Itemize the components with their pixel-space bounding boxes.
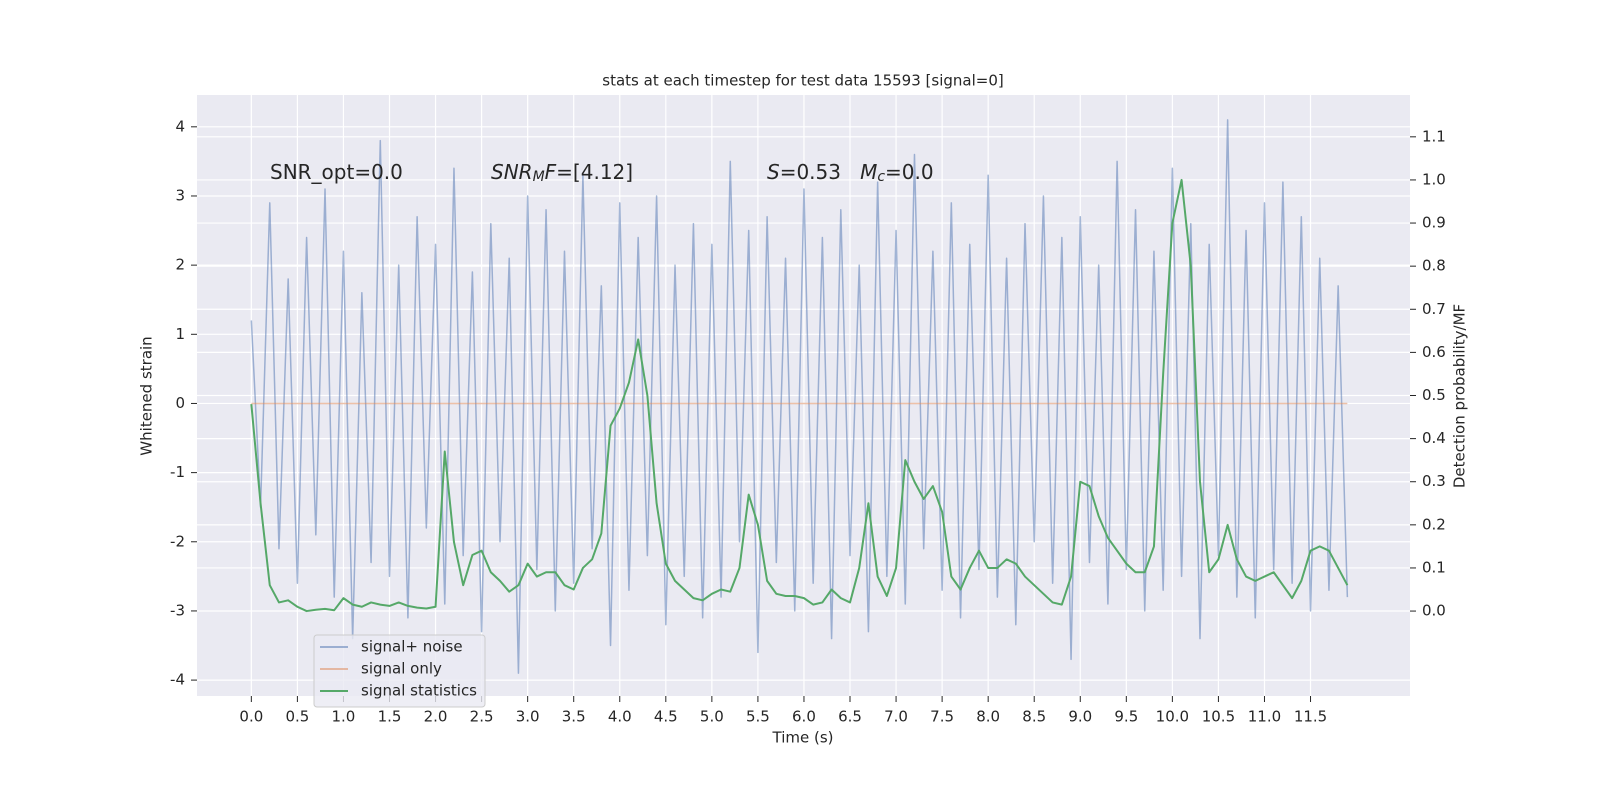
annotation-part: SNR_opt=0.0 (270, 160, 403, 184)
x-tick-label: 10.0 (1156, 708, 1189, 726)
x-tick-label: 5.5 (746, 708, 770, 726)
y2-tick-label: 0.4 (1422, 429, 1446, 447)
annotation-part: S (767, 160, 780, 184)
x-tick-label: 1.0 (332, 708, 356, 726)
x-tick-label: 0.5 (285, 708, 309, 726)
annotation: SNR_opt=0.0 (270, 160, 403, 184)
x-tick-label: 4.5 (654, 708, 678, 726)
chart-title: stats at each timestep for test data 155… (602, 72, 1003, 90)
y-axis-label: Whitened strain (138, 336, 156, 455)
y-tick-label: -4 (170, 671, 185, 689)
y-tick-label: 1 (175, 325, 185, 343)
y-tick-label: 2 (175, 256, 185, 274)
x-tick-label: 1.5 (378, 708, 402, 726)
y2-tick-label: 0.3 (1422, 472, 1446, 490)
x-tick-label: 2.5 (470, 708, 494, 726)
y-tick-label: 3 (175, 186, 185, 204)
y2-axis-label: Detection probability/MF (1451, 304, 1469, 488)
x-tick-label: 5.0 (700, 708, 724, 726)
annotation-part: c (877, 169, 885, 185)
x-tick-label: 7.5 (930, 708, 954, 726)
y2-tick-label: 1.0 (1422, 170, 1446, 188)
annotation: SNRMF=[4.12] (491, 160, 633, 186)
legend-label: signal only (361, 660, 442, 678)
x-tick-label: 3.0 (516, 708, 540, 726)
y2-tick-label: 0.1 (1422, 558, 1446, 576)
annotation-part: =[4.12] (556, 160, 633, 184)
x-tick-label: 3.5 (562, 708, 586, 726)
y-tick-label: -3 (170, 601, 185, 619)
x-tick-label: 11.0 (1248, 708, 1281, 726)
annotation-part: =0.53 (780, 160, 860, 184)
legend: signal+ noise signal only signal statistic… (313, 634, 486, 708)
y-tick-label: -2 (170, 532, 185, 550)
annotation-part: M (860, 160, 877, 184)
y2-tick-label: 0.7 (1422, 300, 1446, 318)
legend-box (313, 634, 486, 708)
legend-label: signal statistics (361, 682, 477, 700)
x-tick-label: 7.0 (884, 708, 908, 726)
x-tick-label: 6.0 (792, 708, 816, 726)
y-tick-label: -1 (170, 463, 185, 481)
x-tick-label: 11.5 (1294, 708, 1327, 726)
x-tick-label: 8.0 (976, 708, 1000, 726)
y2-tick-label: 0.5 (1422, 386, 1446, 404)
x-tick-label: 2.0 (424, 708, 448, 726)
series-line (250, 178, 1349, 613)
annotation-part: F (545, 160, 557, 184)
y-tick-label: 4 (175, 117, 185, 135)
y2-tick-label: 0.8 (1422, 257, 1446, 275)
y-tick-label: 0 (175, 394, 185, 412)
x-tick-label: 8.5 (1022, 708, 1046, 726)
legend-label: signal+ noise (361, 638, 463, 656)
y2-tick-label: 0.0 (1422, 602, 1446, 620)
x-tick-label: 10.5 (1202, 708, 1235, 726)
x-tick-label: 9.0 (1068, 708, 1092, 726)
x-tick-label: 9.5 (1114, 708, 1138, 726)
annotation-part: M (533, 169, 545, 185)
y2-tick-label: 1.1 (1422, 127, 1446, 145)
x-tick-label: 4.0 (608, 708, 632, 726)
annotation: S=0.53 Mc=0.0 (767, 160, 934, 186)
x-axis-label: Time (s) (772, 729, 834, 747)
y2-tick-label: 0.2 (1422, 515, 1446, 533)
annotation-part: =0.0 (885, 160, 934, 184)
x-tick-label: 6.5 (838, 708, 862, 726)
y2-tick-label: 0.9 (1422, 214, 1446, 232)
x-tick-label: 0.0 (239, 708, 263, 726)
annotation-part: SNR (491, 160, 533, 184)
y2-tick-label: 0.6 (1422, 343, 1446, 361)
series-line (250, 119, 1349, 674)
